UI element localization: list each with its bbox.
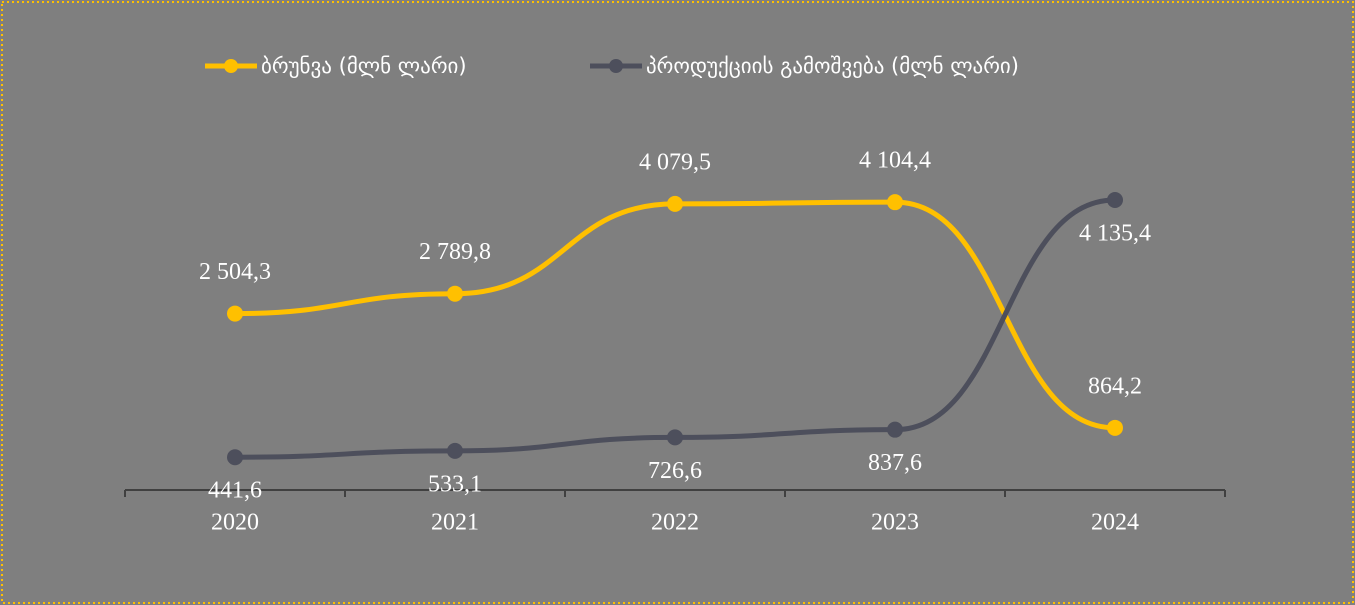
x-tick-label: 2022 — [651, 510, 699, 536]
data-point — [667, 195, 683, 212]
data-label: 441,6 — [208, 478, 262, 504]
legend-marker — [609, 59, 623, 73]
legend-label: ბრუნვა (მლნ ლარი) — [261, 54, 467, 78]
data-label: 726,6 — [648, 458, 702, 484]
data-point — [447, 285, 463, 302]
data-point — [447, 442, 463, 459]
x-tick-label: 2024 — [1091, 510, 1139, 536]
data-label: 837,6 — [868, 450, 922, 476]
data-label: 864,2 — [1088, 373, 1142, 399]
data-point — [887, 421, 903, 438]
data-label: 4 079,5 — [639, 149, 711, 175]
data-point — [887, 194, 903, 211]
data-point — [227, 305, 243, 322]
data-label: 4 135,4 — [1079, 221, 1151, 247]
data-label: 4 104,4 — [859, 148, 931, 174]
series-line — [234, 197, 1116, 460]
legend-label: პროდუქციის გამოშვება (მლნ ლარი) — [646, 54, 1019, 78]
data-point — [227, 449, 243, 466]
x-tick-label: 2021 — [431, 510, 479, 536]
x-tick-label: 2020 — [211, 510, 259, 536]
data-point — [667, 429, 683, 446]
data-point — [1107, 192, 1123, 208]
data-point — [1107, 419, 1123, 436]
x-tick-label: 2023 — [871, 510, 919, 536]
data-label: 2 504,3 — [199, 259, 271, 285]
series-line — [234, 199, 1116, 431]
data-label: 2 789,8 — [419, 239, 491, 265]
legend-marker — [224, 59, 238, 73]
data-label: 533,1 — [428, 471, 482, 497]
